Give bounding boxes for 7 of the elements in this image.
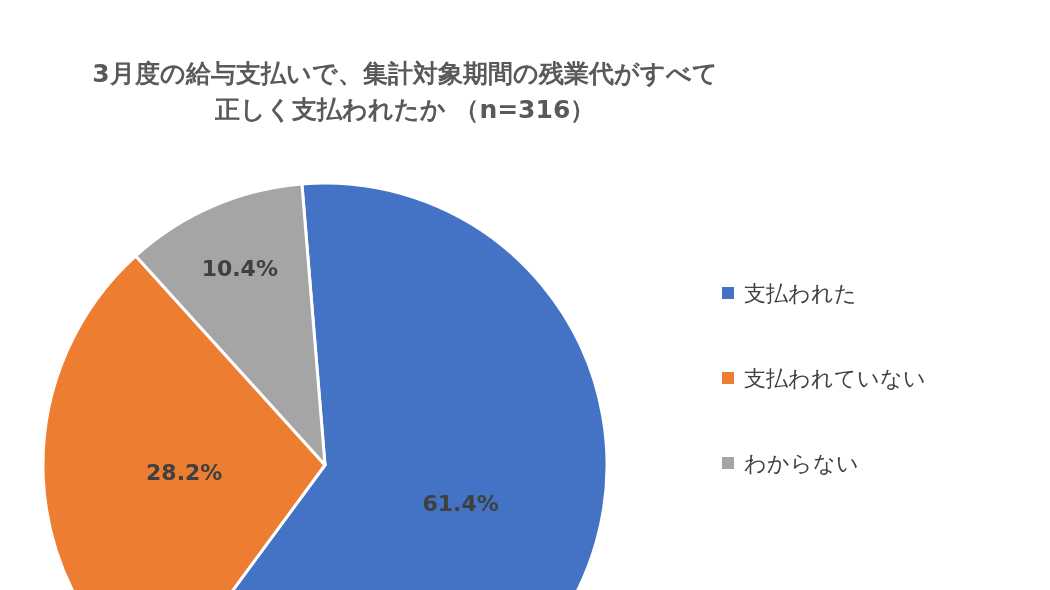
data-label: 10.4%: [201, 256, 278, 282]
legend-label: わからない: [744, 451, 859, 476]
data-label: 28.2%: [146, 460, 223, 486]
data-label: 61.4%: [422, 491, 499, 517]
title: 3月度の給与支払いで、集計対象期間の残業代がすべて正しく支払われたか （n=316）: [92, 59, 718, 124]
legend-label: 支払われた: [744, 281, 857, 306]
legend-label: 支払われていない: [744, 366, 926, 391]
